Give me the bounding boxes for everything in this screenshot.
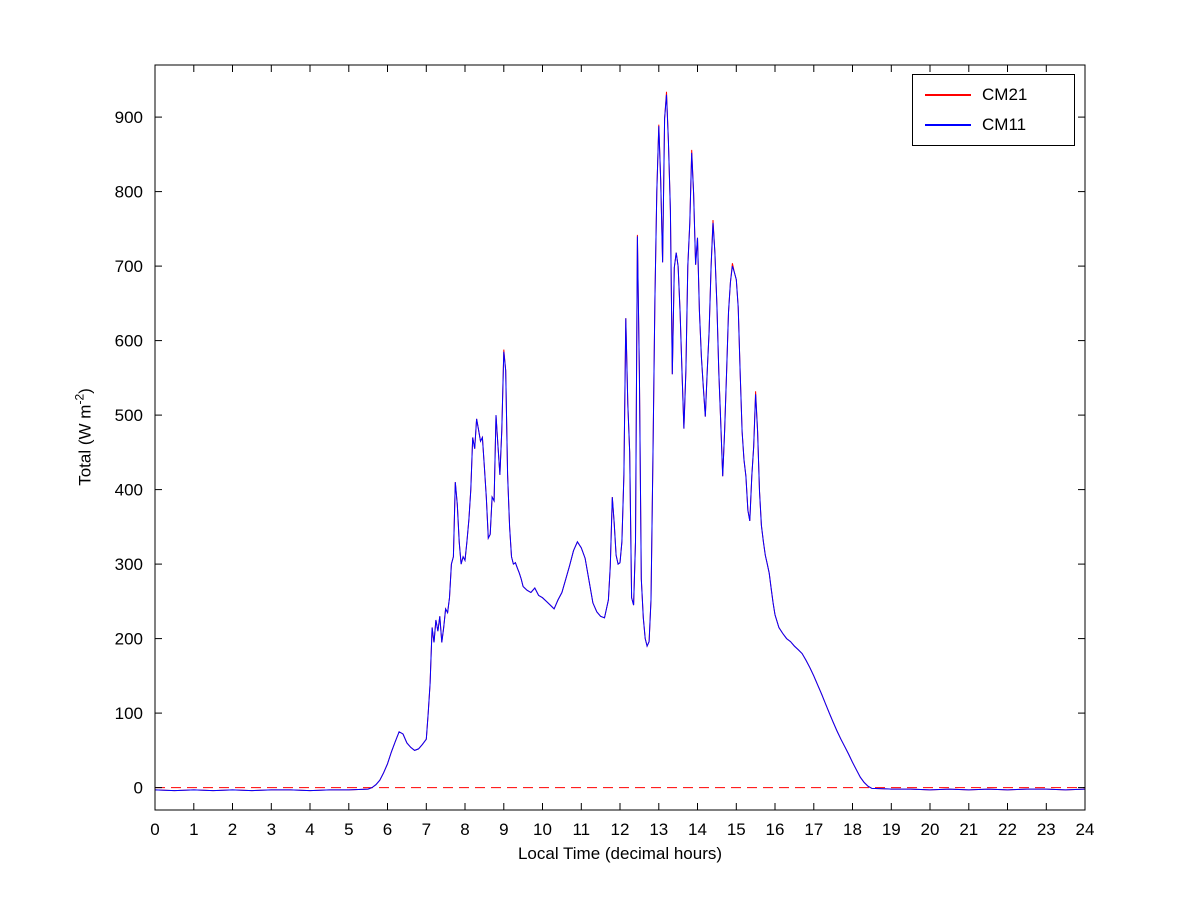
x-tick-label: 23 <box>1037 820 1056 839</box>
legend: CM21 CM11 <box>912 74 1075 146</box>
x-axis-label: Local Time (decimal hours) <box>517 844 723 863</box>
x-tick-label: 22 <box>998 820 1017 839</box>
x-tick-label: 16 <box>766 820 785 839</box>
x-tick-label: 19 <box>882 820 901 839</box>
x-tick-label: 4 <box>305 820 314 839</box>
x-tick-label: 5 <box>344 820 353 839</box>
y-tick-label: 0 <box>134 779 143 798</box>
x-tick-label: 18 <box>843 820 862 839</box>
x-tick-label: 10 <box>533 820 552 839</box>
y-axis-label-text: Total (W m <box>75 404 95 486</box>
series-line-cm11 <box>154 94 1086 792</box>
legend-entry-cm21: CM21 <box>913 80 1074 110</box>
y-axis-label: Total (W m-2) <box>73 388 96 486</box>
y-tick-label: 600 <box>115 332 143 351</box>
x-tick-label: 17 <box>804 820 823 839</box>
y-tick-label: 400 <box>115 481 143 500</box>
x-tick-label: 2 <box>228 820 237 839</box>
legend-label-cm21: CM21 <box>982 85 1028 104</box>
x-tick-label: 11 <box>572 820 590 839</box>
cm11-line-swatch <box>925 124 971 126</box>
y-tick-label: 700 <box>115 257 143 276</box>
x-tick-label: 0 <box>150 820 159 839</box>
y-tick-label: 500 <box>115 406 143 425</box>
y-axis-label-close: ) <box>75 388 95 394</box>
x-tick-label: 1 <box>189 820 198 839</box>
y-tick-label: 900 <box>115 108 143 127</box>
y-tick-label: 800 <box>115 183 143 202</box>
x-tick-label: 14 <box>688 820 707 839</box>
x-tick-label: 13 <box>649 820 668 839</box>
legend-label-cm11: CM11 <box>982 115 1027 134</box>
x-tick-label: 15 <box>727 820 746 839</box>
x-tick-label: 24 <box>1076 820 1095 839</box>
x-tick-label: 7 <box>422 820 431 839</box>
cm21-line-swatch <box>925 94 971 96</box>
axes-box <box>154 64 1086 811</box>
x-tick-label: 8 <box>460 820 469 839</box>
y-axis-label-exponent: -2 <box>72 393 87 405</box>
y-tick-label: 100 <box>115 704 143 723</box>
x-tick-label: 9 <box>499 820 508 839</box>
legend-entry-cm11: CM11 <box>913 110 1074 140</box>
x-tick-label: 6 <box>383 820 392 839</box>
x-tick-label: 20 <box>921 820 940 839</box>
series-line-cm21 <box>154 91 1086 792</box>
x-tick-label: 12 <box>611 820 630 839</box>
y-tick-label: 300 <box>115 555 143 574</box>
y-tick-label: 200 <box>115 630 143 649</box>
x-tick-label: 21 <box>959 820 978 839</box>
x-tick-label: 3 <box>267 820 276 839</box>
